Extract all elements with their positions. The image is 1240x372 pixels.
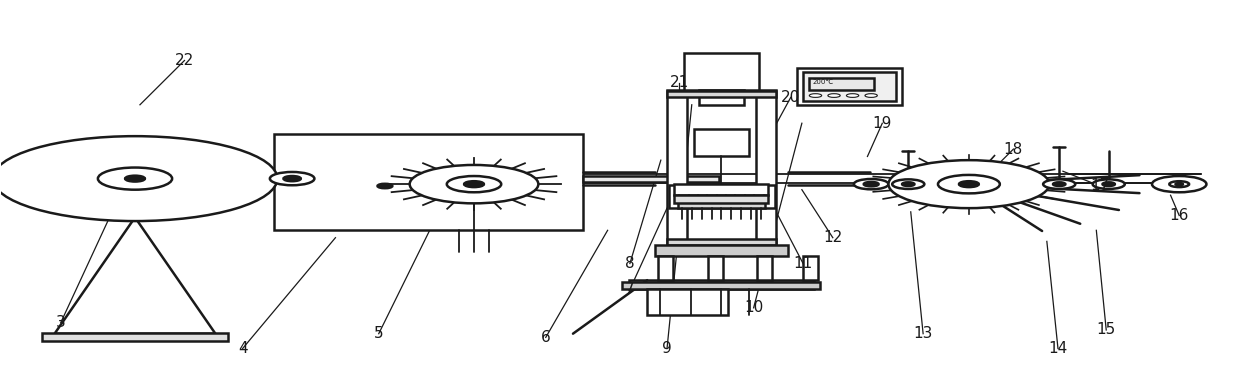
Bar bbox=[678, 200, 765, 208]
Circle shape bbox=[1043, 179, 1075, 189]
Bar bbox=[629, 280, 815, 289]
Bar bbox=[694, 129, 749, 157]
Text: 10: 10 bbox=[744, 300, 764, 315]
Circle shape bbox=[1053, 182, 1065, 186]
Circle shape bbox=[284, 176, 301, 181]
Bar bbox=[708, 256, 723, 280]
Circle shape bbox=[1092, 179, 1125, 189]
Bar bbox=[274, 134, 583, 230]
Circle shape bbox=[0, 136, 278, 221]
Bar bbox=[756, 90, 776, 245]
Circle shape bbox=[1169, 181, 1189, 187]
Bar bbox=[647, 289, 728, 315]
Circle shape bbox=[866, 94, 878, 97]
Text: 6: 6 bbox=[541, 330, 551, 345]
Circle shape bbox=[893, 179, 924, 189]
Circle shape bbox=[1152, 176, 1207, 192]
Bar bbox=[684, 53, 759, 90]
Bar bbox=[758, 256, 773, 280]
Bar bbox=[699, 90, 744, 105]
Bar bbox=[675, 184, 769, 195]
Bar bbox=[675, 195, 769, 203]
Circle shape bbox=[1102, 182, 1115, 186]
Text: 17: 17 bbox=[1090, 179, 1110, 193]
Text: 19: 19 bbox=[873, 116, 892, 131]
Text: 9: 9 bbox=[662, 341, 672, 356]
Text: 4: 4 bbox=[238, 341, 248, 356]
Text: 20: 20 bbox=[781, 90, 800, 105]
Text: 12: 12 bbox=[823, 230, 842, 245]
Circle shape bbox=[409, 165, 538, 203]
Text: 14: 14 bbox=[1048, 341, 1068, 356]
Circle shape bbox=[864, 182, 879, 186]
Bar bbox=[810, 78, 874, 90]
Bar bbox=[667, 90, 687, 245]
Circle shape bbox=[446, 176, 501, 192]
Text: 3: 3 bbox=[56, 315, 66, 330]
Circle shape bbox=[828, 94, 841, 97]
Text: 15: 15 bbox=[1096, 323, 1116, 337]
Text: 18: 18 bbox=[1004, 142, 1023, 157]
Bar bbox=[658, 256, 673, 280]
Text: 13: 13 bbox=[914, 326, 932, 341]
Text: 11: 11 bbox=[794, 256, 812, 271]
Circle shape bbox=[854, 179, 889, 189]
Text: 22: 22 bbox=[175, 53, 195, 68]
Bar bbox=[42, 333, 228, 341]
Circle shape bbox=[937, 175, 999, 193]
Text: 16: 16 bbox=[1169, 208, 1189, 223]
Bar bbox=[583, 176, 719, 182]
Bar bbox=[797, 68, 901, 105]
Bar bbox=[655, 245, 789, 256]
Polygon shape bbox=[55, 217, 216, 334]
Circle shape bbox=[959, 181, 978, 187]
Circle shape bbox=[901, 182, 914, 186]
Text: 21: 21 bbox=[670, 75, 689, 90]
Circle shape bbox=[1176, 183, 1183, 185]
Bar bbox=[670, 185, 775, 208]
Circle shape bbox=[98, 167, 172, 190]
Bar bbox=[804, 256, 818, 280]
Circle shape bbox=[810, 94, 822, 97]
Text: 8: 8 bbox=[625, 256, 635, 271]
Circle shape bbox=[125, 176, 145, 182]
Circle shape bbox=[377, 184, 392, 188]
Circle shape bbox=[464, 181, 484, 187]
Text: 5: 5 bbox=[374, 326, 383, 341]
Text: 7: 7 bbox=[625, 282, 635, 297]
Bar bbox=[667, 92, 776, 97]
Bar bbox=[804, 71, 897, 101]
Bar bbox=[622, 282, 821, 289]
Bar bbox=[667, 239, 776, 245]
Circle shape bbox=[889, 160, 1049, 208]
Text: 200℃: 200℃ bbox=[813, 80, 835, 86]
Circle shape bbox=[847, 94, 859, 97]
Circle shape bbox=[270, 172, 315, 185]
